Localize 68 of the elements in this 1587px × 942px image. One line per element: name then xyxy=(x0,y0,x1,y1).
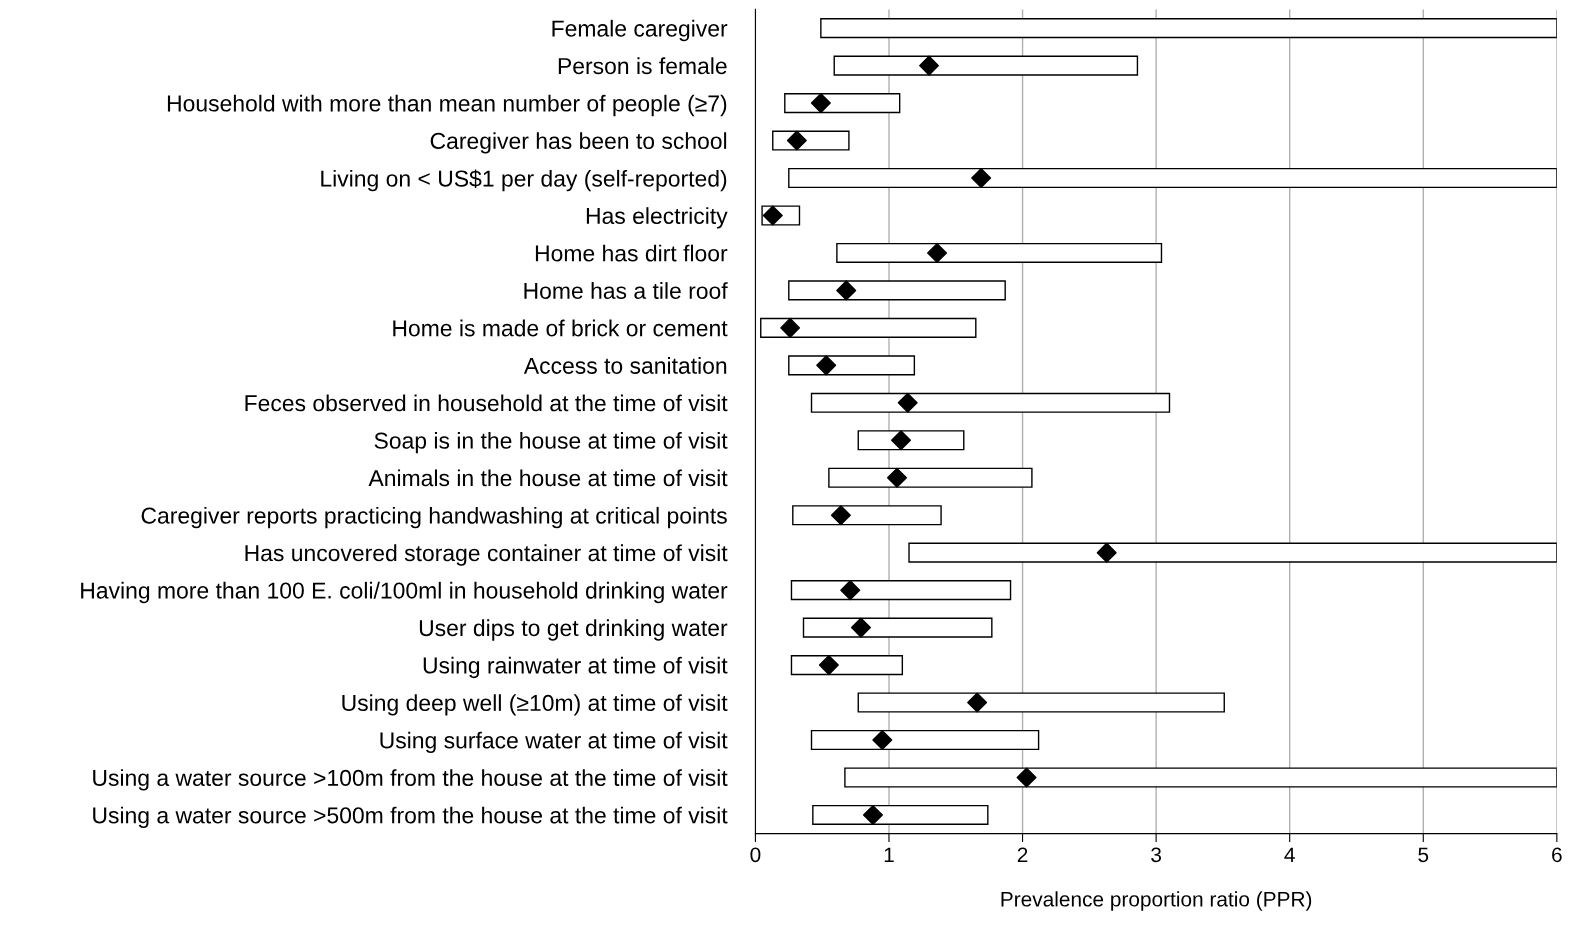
bar xyxy=(812,804,989,825)
point xyxy=(850,617,871,638)
bar xyxy=(908,542,1557,563)
bar xyxy=(810,729,1040,751)
y-tick-label: Home is made of brick or cement xyxy=(393,319,728,337)
point xyxy=(818,655,839,676)
bar xyxy=(792,505,942,526)
point xyxy=(762,205,783,226)
y-tick-label: Using rainwater at time of visit xyxy=(423,656,728,679)
y-tick-label: Living on < US$1 per day (self-reported) xyxy=(321,169,727,192)
x-tick-label: 2 xyxy=(1017,847,1028,862)
y-tick-label: Feces observed in household at the time of visit xyxy=(245,394,728,412)
bar xyxy=(788,280,1006,301)
x-tick-label: 0 xyxy=(750,847,761,863)
bar xyxy=(760,317,977,338)
point xyxy=(927,242,948,263)
x-axis-title: Prevalence proportion ratio (PPR) xyxy=(1001,891,1312,911)
bar xyxy=(833,55,1139,76)
y-tick-label: Household with more than mean number of people (≥7) xyxy=(167,94,727,117)
y-tick-label: Has uncovered storage container at time of visit xyxy=(245,544,728,566)
point xyxy=(816,355,837,376)
bar xyxy=(820,18,1557,39)
bar xyxy=(844,767,1557,788)
y-tick-label: Has electricity xyxy=(586,207,728,229)
point xyxy=(919,55,940,76)
y-tick-label: Having more than 100 E. coli/100ml in household drinking water xyxy=(81,581,728,604)
point xyxy=(890,430,912,451)
y-tick-label: Person is female xyxy=(558,57,727,75)
bar xyxy=(788,355,916,376)
bar xyxy=(788,167,1557,189)
x-tick-label: 5 xyxy=(1418,847,1429,863)
point xyxy=(1016,767,1037,788)
point xyxy=(967,692,988,713)
y-tick-label: Using a water source >500m from the house at the time of visit xyxy=(93,806,728,828)
bar xyxy=(857,692,1225,713)
bar xyxy=(802,617,993,638)
bar xyxy=(836,242,1163,264)
y-tick-label: Home has dirt floor xyxy=(535,244,728,262)
y-tick-label: Using a water source >100m from the house at the time of visit xyxy=(93,769,728,791)
y-tick-label: Access to sanitation xyxy=(523,357,727,374)
bar xyxy=(790,580,1012,601)
point xyxy=(780,317,801,338)
point xyxy=(810,93,831,114)
point xyxy=(1096,542,1117,563)
point xyxy=(872,729,893,751)
point xyxy=(786,130,807,151)
point xyxy=(886,467,908,488)
point xyxy=(971,168,992,189)
point xyxy=(840,580,861,601)
y-tick-label: Caregiver reports practicing handwashing at critical points xyxy=(141,506,727,529)
bar xyxy=(828,467,1033,488)
x-tick-label: 6 xyxy=(1552,847,1562,863)
x-tick-label: 3 xyxy=(1151,847,1162,863)
y-tick-label: Using deep well (≥10m) at time of visit xyxy=(342,694,728,716)
y-tick-label: Soap is in the house at time of visit xyxy=(374,431,728,454)
y-tick-label: Caregiver has been to school xyxy=(430,132,727,154)
point xyxy=(836,280,857,301)
x-tick-label: 1 xyxy=(884,847,894,862)
bar xyxy=(810,392,1171,413)
y-tick-label: Animals in the house at time of visit xyxy=(368,469,728,487)
y-tick-label: User dips to get drinking water xyxy=(419,619,728,641)
point xyxy=(897,392,918,413)
x-tick-label: 4 xyxy=(1284,847,1295,862)
point xyxy=(830,505,851,526)
y-tick-label: Female caregiver xyxy=(552,19,728,42)
y-tick-label: Using surface water at time of visit xyxy=(380,731,728,754)
y-tick-label: Home has a tile roof xyxy=(524,282,728,299)
point xyxy=(862,804,883,825)
